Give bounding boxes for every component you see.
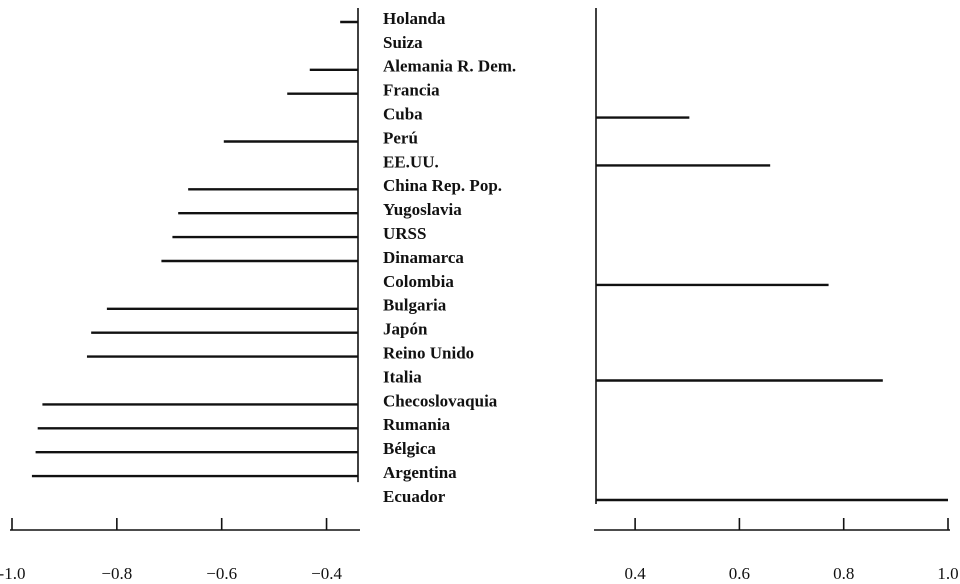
x-tick-label: 0.6 <box>729 564 750 583</box>
x-tick-label: −0.8 <box>101 564 132 583</box>
x-tick-label: 1.0 <box>937 564 958 583</box>
category-label: Italia <box>383 367 422 386</box>
category-label: Colombia <box>383 272 454 291</box>
category-label: Dinamarca <box>383 248 464 267</box>
category-label: China Rep. Pop. <box>383 176 502 195</box>
category-label: URSS <box>383 224 426 243</box>
category-label: Perú <box>383 128 418 147</box>
category-label: EE.UU. <box>383 152 439 171</box>
category-label: Cuba <box>383 105 423 124</box>
category-label: Argentina <box>383 463 457 482</box>
category-label: Holanda <box>383 9 446 28</box>
x-tick-label: 0.4 <box>624 564 646 583</box>
category-label: Reino Unido <box>383 344 474 363</box>
x-tick-label: -1.0 <box>0 564 25 583</box>
category-label: Alemania R. Dem. <box>383 57 516 76</box>
category-label: Bulgaria <box>383 296 447 315</box>
category-label: Suiza <box>383 33 423 52</box>
category-label: Rumania <box>383 415 451 434</box>
category-label: Japón <box>383 320 428 339</box>
x-tick-label: 0.8 <box>833 564 854 583</box>
category-label: Bélgica <box>383 439 436 458</box>
category-label: Ecuador <box>383 487 446 506</box>
x-tick-label: −0.6 <box>206 564 237 583</box>
category-label: Checoslovaquia <box>383 391 498 410</box>
category-label: Francia <box>383 81 440 100</box>
category-label: Yugoslavia <box>383 200 462 219</box>
x-tick-label: −0.4 <box>311 564 342 583</box>
